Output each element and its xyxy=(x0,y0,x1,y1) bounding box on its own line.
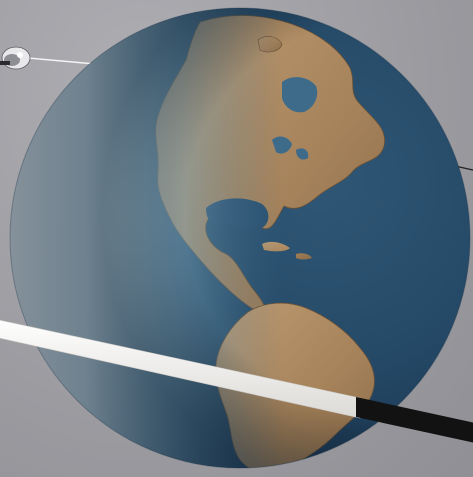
orbital-ring xyxy=(0,319,473,443)
tether-line xyxy=(27,57,96,65)
satellite-capsule xyxy=(0,46,31,70)
